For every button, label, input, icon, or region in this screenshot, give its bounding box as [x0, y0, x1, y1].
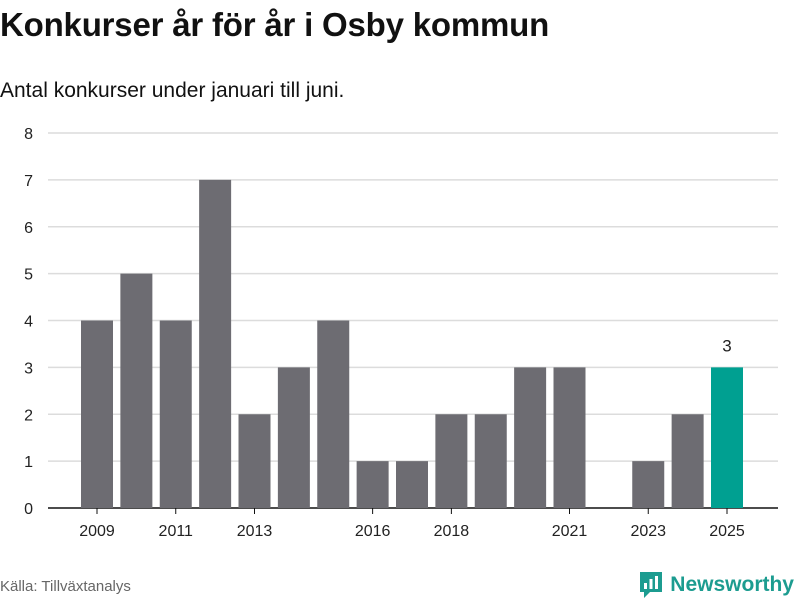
x-tick-label: 2013 [237, 523, 273, 540]
y-tick-label: 3 [24, 360, 33, 377]
chart-subtitle: Antal konkurser under januari till juni. [0, 79, 345, 102]
bar-2025 [711, 367, 743, 508]
y-tick-label: 1 [24, 454, 33, 471]
x-tick-label: 2011 [159, 523, 194, 540]
bar-2011 [159, 320, 192, 508]
bars [81, 179, 743, 508]
bar-2015 [317, 320, 350, 508]
brand[interactable]: Newsworthy [638, 570, 794, 600]
source-note: Källa: Tillväxtanalys [0, 578, 131, 595]
data-labels: 3 [722, 336, 731, 355]
x-axis-ticks: 2009 2011 2013 2016 2018 2021 2023 2025 [79, 508, 745, 540]
bar-2014 [277, 367, 310, 508]
x-tick-label: 2021 [552, 523, 588, 540]
y-tick-label: 6 [24, 220, 33, 237]
y-tick-label: 0 [24, 501, 33, 518]
y-tick-label: 8 [24, 126, 33, 143]
bar-2017 [396, 461, 428, 508]
data-label: 3 [722, 336, 731, 355]
gridlines [48, 132, 778, 509]
bar-2018 [435, 414, 468, 508]
chart-title: Konkurser år för år i Osby kommun [0, 6, 550, 43]
bar-2021 [553, 367, 586, 508]
bar-2016 [356, 461, 389, 508]
bar-2020 [514, 367, 547, 508]
newsworthy-logo-icon [640, 572, 663, 598]
x-tick-label: 2018 [434, 523, 470, 540]
y-tick-label: 5 [24, 267, 33, 284]
x-tick-label: 2023 [630, 523, 666, 540]
bar-2012 [199, 179, 232, 508]
y-tick-label: 2 [24, 407, 33, 424]
bar-2023 [632, 461, 665, 508]
x-tick-label: 2016 [355, 523, 391, 540]
y-tick-label: 4 [24, 314, 33, 331]
brand-name: Newsworthy [670, 573, 794, 596]
bar-2019 [474, 414, 507, 508]
y-tick-label: 7 [24, 173, 33, 190]
y-axis-ticks: 0 1 2 3 4 5 6 7 8 [24, 126, 33, 518]
bar-2013 [238, 414, 271, 508]
x-tick-label: 2025 [709, 523, 745, 540]
bar-2024 [671, 414, 704, 508]
bar-2009 [81, 320, 113, 508]
x-tick-label: 2009 [79, 523, 115, 540]
bar-2010 [120, 273, 153, 508]
